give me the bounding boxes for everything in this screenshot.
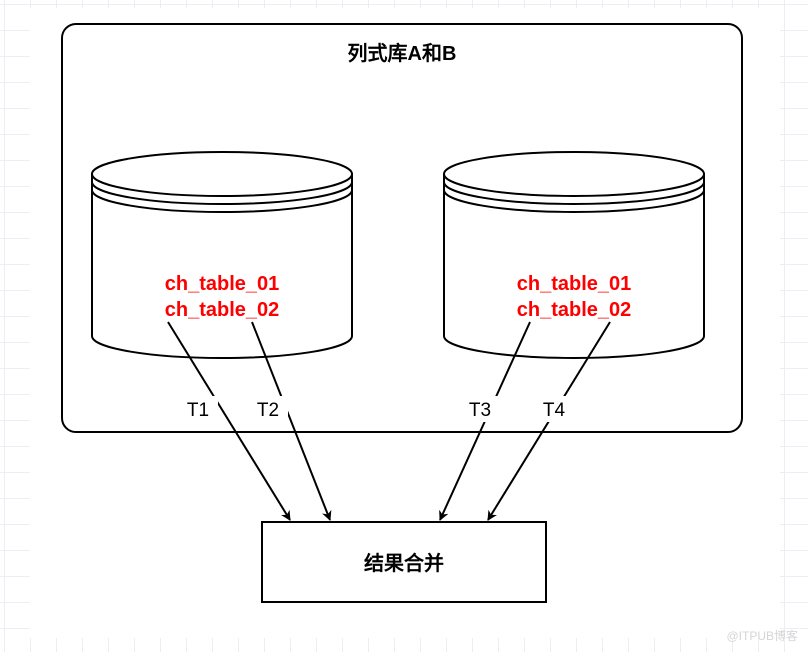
db-a-table-1: ch_table_01: [165, 273, 280, 295]
result-box-label: 结果合并: [364, 551, 444, 575]
arrow-label-t1: T1: [187, 400, 209, 421]
diagram-svg: 列式库A和B ch_table_01 ch_table_02 ch_table_…: [0, 0, 808, 652]
watermark: @ITPUB博客: [726, 627, 798, 644]
arrow-label-t4: T4: [543, 400, 566, 421]
db-b-table-1: ch_table_01: [517, 273, 632, 295]
arrow-label-t2: T2: [257, 400, 279, 421]
arrow-label-t3: T3: [469, 400, 491, 421]
cylinder-db-a: ch_table_01 ch_table_02: [92, 152, 352, 358]
db-a-table-2: ch_table_02: [165, 299, 280, 321]
cylinder-db-b: ch_table_01 ch_table_02: [444, 152, 704, 358]
container-title: 列式库A和B: [348, 41, 457, 65]
db-b-table-2: ch_table_02: [517, 299, 632, 321]
